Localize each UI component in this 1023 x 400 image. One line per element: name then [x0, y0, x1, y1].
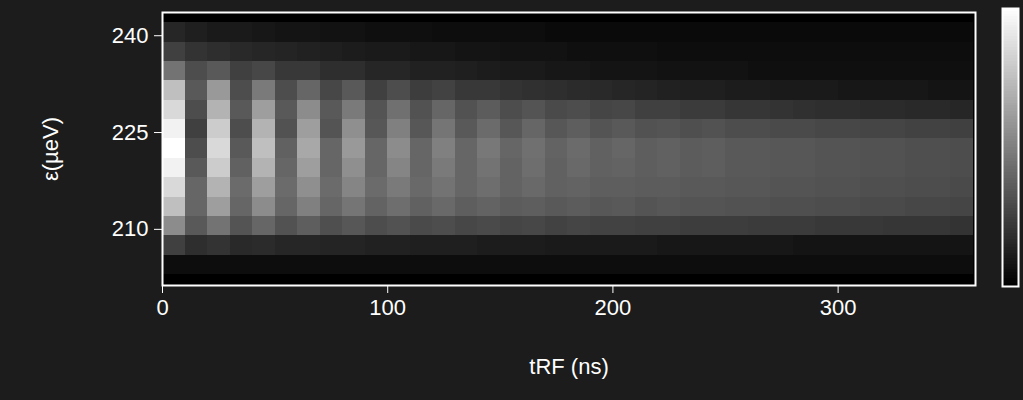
svg-text:210: 210: [112, 216, 149, 241]
svg-text:100: 100: [369, 295, 406, 320]
svg-text:200: 200: [595, 295, 632, 320]
svg-text:tRF (ns): tRF (ns): [529, 354, 608, 379]
svg-text:300: 300: [820, 295, 857, 320]
svg-text:0: 0: [156, 295, 168, 320]
svg-text:225: 225: [112, 120, 149, 145]
svg-text:ε(µeV): ε(µeV): [38, 117, 63, 181]
svg-text:240: 240: [112, 23, 149, 48]
